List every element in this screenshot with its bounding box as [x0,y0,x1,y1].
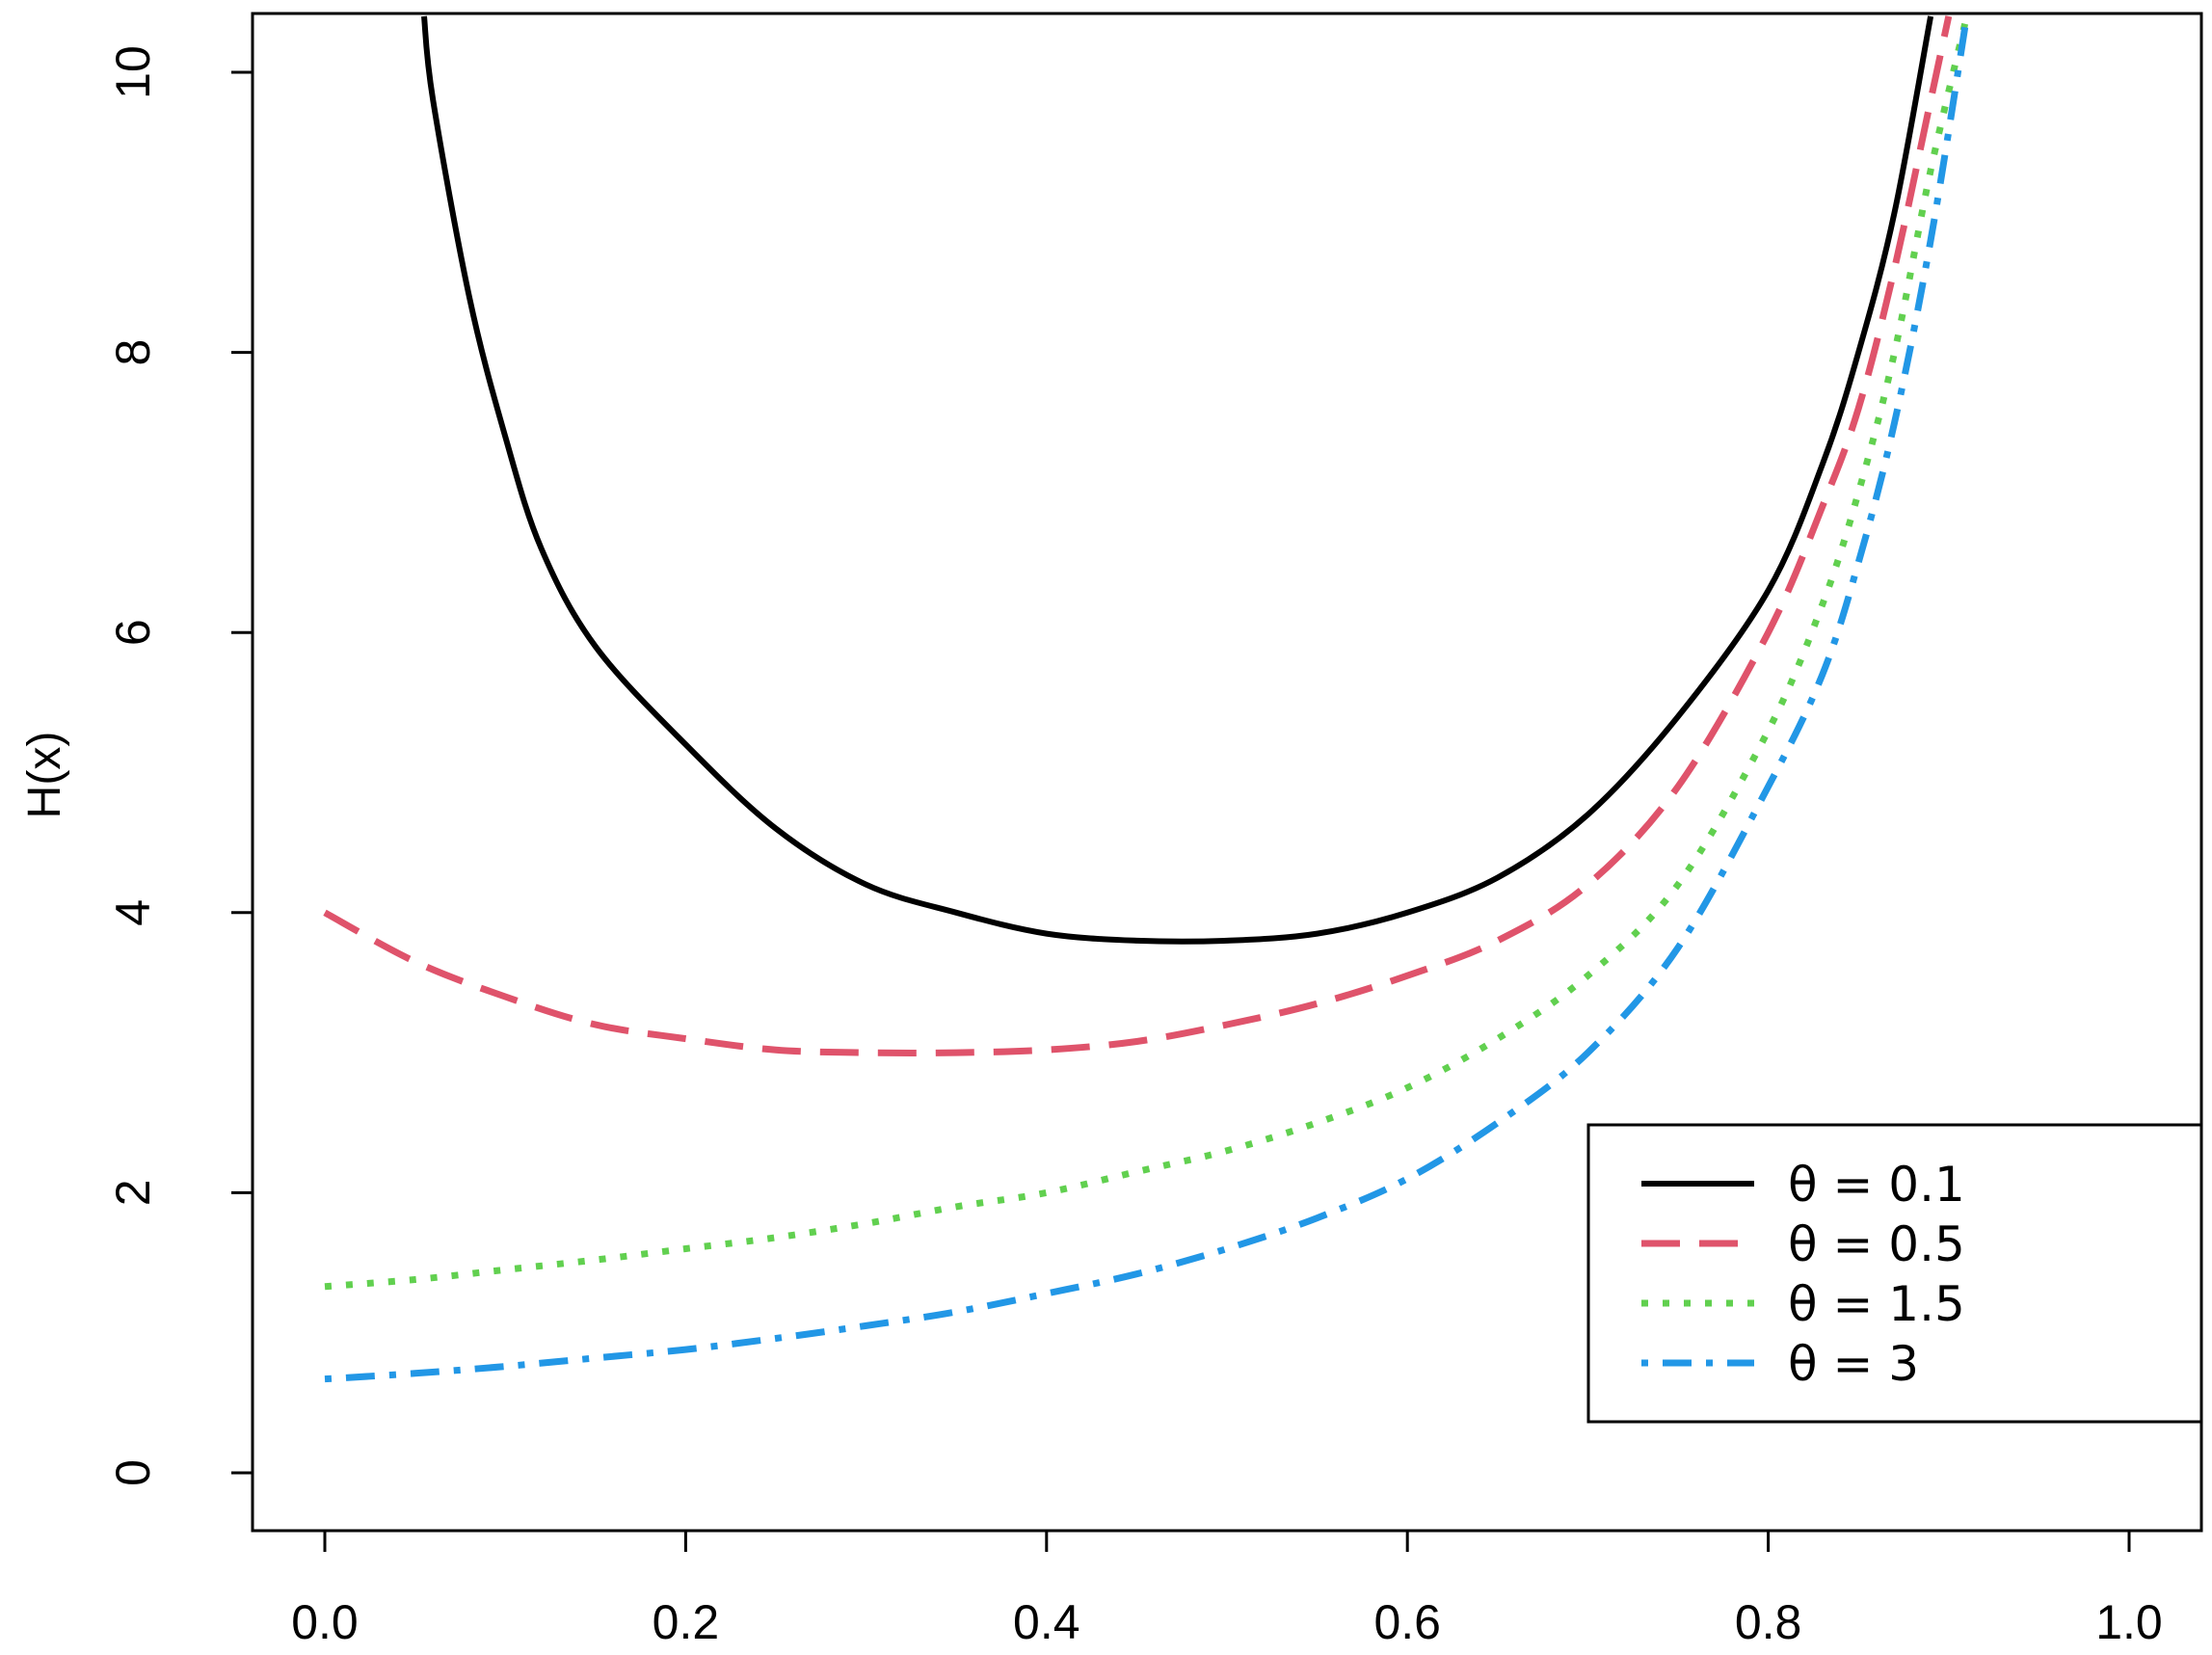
x-tick-label: 1.0 [2095,1595,2163,1649]
x-tick-label: 0.4 [1013,1595,1080,1649]
y-tick-label: 10 [106,45,160,99]
series-layer [323,15,1970,1383]
x-axis: 0.0 0.2 0.4 0.6 0.8 1.0 [291,1531,2163,1649]
x-tick-label: 0.8 [1735,1595,1802,1649]
series-line-1 [421,15,1934,945]
legend-label-4: θ = 3 [1788,1336,1919,1392]
legend-box [1586,1123,2203,1424]
y-axis: 0 2 4 6 8 10 [106,45,253,1486]
y-tick-label: 8 [106,339,160,366]
y-tick-label: 4 [106,899,160,926]
plot-frame [251,12,2203,1533]
legend-label-3: θ = 1.5 [1788,1276,1965,1332]
series-line-2 [323,15,1953,1056]
y-tick-label: 0 [106,1459,160,1486]
legend: θ = 0.1θ = 0.5θ = 1.5θ = 3 [1586,1123,2203,1424]
legend-label-1: θ = 0.1 [1788,1157,1965,1213]
y-axis-title: H(x) [19,732,70,819]
legend-label-2: θ = 0.5 [1788,1216,1965,1272]
series-line-4 [324,15,1970,1383]
y-tick-label: 6 [106,619,160,646]
x-tick-label: 0.0 [291,1595,359,1649]
y-tick-label: 2 [106,1179,160,1206]
x-tick-label: 0.2 [653,1595,720,1649]
x-tick-label: 0.6 [1373,1595,1441,1649]
